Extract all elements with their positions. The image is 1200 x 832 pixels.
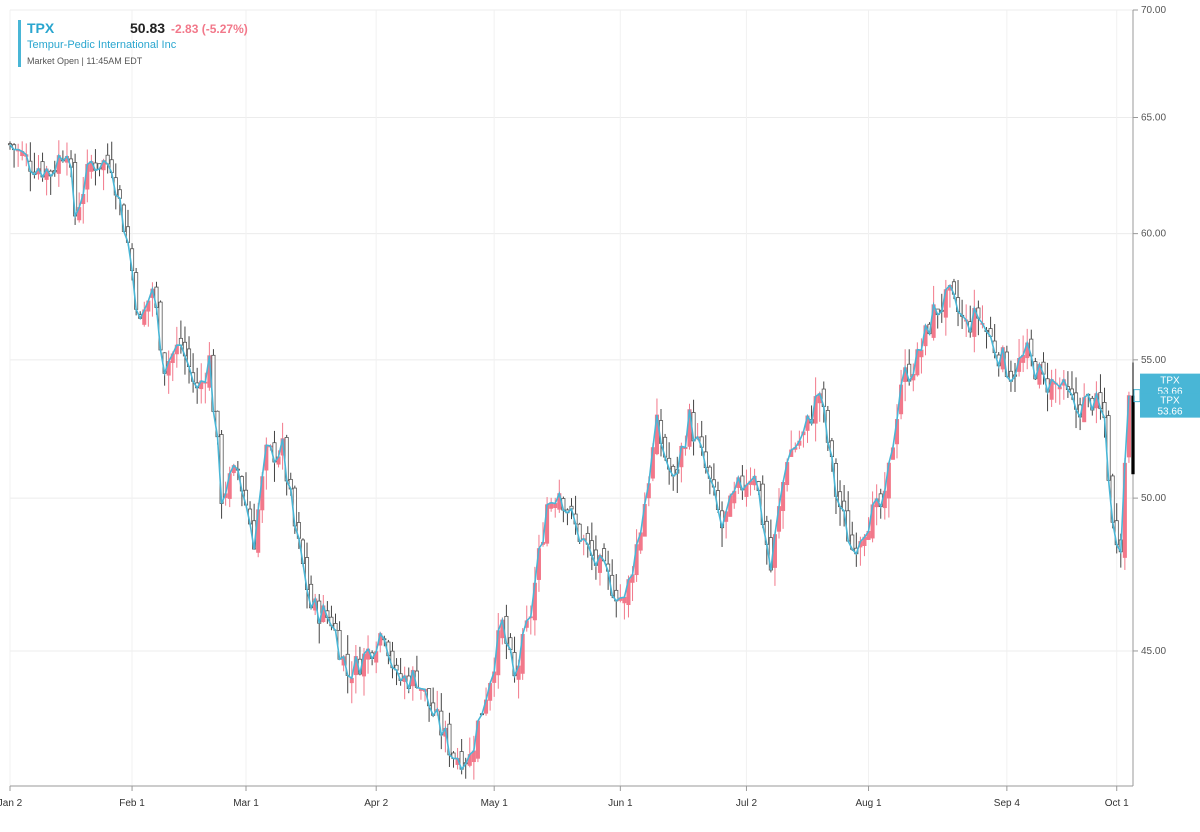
- last-price: 50.83: [130, 20, 166, 36]
- x-tick-label: Aug 1: [855, 798, 882, 809]
- x-tick-label: Feb 1: [119, 798, 145, 809]
- x-tick-label: Mar 1: [233, 798, 259, 809]
- y-tick-label: 45.00: [1141, 646, 1166, 657]
- price-tag-pointer: [1133, 389, 1141, 403]
- close-price-line: [9, 144, 1130, 771]
- price-tag-symbol: TPX: [1160, 396, 1180, 407]
- company-name: Tempur-Pedic International Inc: [27, 38, 177, 51]
- candle-body[interactable]: [919, 349, 924, 358]
- x-tick-label: Oct 1: [1105, 798, 1129, 809]
- price-change: -2.83 (-5.27%): [171, 22, 248, 36]
- x-tick-label: Sep 4: [994, 798, 1021, 809]
- candle-body[interactable]: [178, 337, 183, 346]
- quote-header: TPX 50.83 -2.83 (-5.27%) Tempur-Pedic In…: [18, 20, 248, 67]
- market-status: Market Open | 11:45AM EDT: [27, 55, 143, 66]
- x-tick-label: May 1: [481, 798, 509, 809]
- x-tick-label: Jan 2: [0, 798, 23, 809]
- y-tick-label: 60.00: [1141, 229, 1166, 240]
- x-tick-label: Apr 2: [364, 798, 388, 809]
- price-tag[interactable]: [1140, 393, 1200, 418]
- last-candle-body[interactable]: [1131, 395, 1135, 475]
- y-tick-label: 50.00: [1141, 493, 1166, 504]
- y-tick-label: 55.00: [1141, 355, 1166, 366]
- y-tick-label: 65.00: [1141, 113, 1166, 124]
- ticker-symbol[interactable]: TPX: [27, 20, 55, 36]
- candle-body[interactable]: [7, 143, 13, 146]
- y-tick-label: 70.00: [1141, 5, 1166, 16]
- price-tag-value: 53.66: [1157, 407, 1182, 418]
- x-tick-label: Jul 2: [736, 798, 758, 809]
- x-tick-label: Jun 1: [608, 798, 633, 809]
- price-tag-value: 53.66: [1157, 387, 1182, 398]
- price-tag-symbol: TPX: [1160, 376, 1180, 387]
